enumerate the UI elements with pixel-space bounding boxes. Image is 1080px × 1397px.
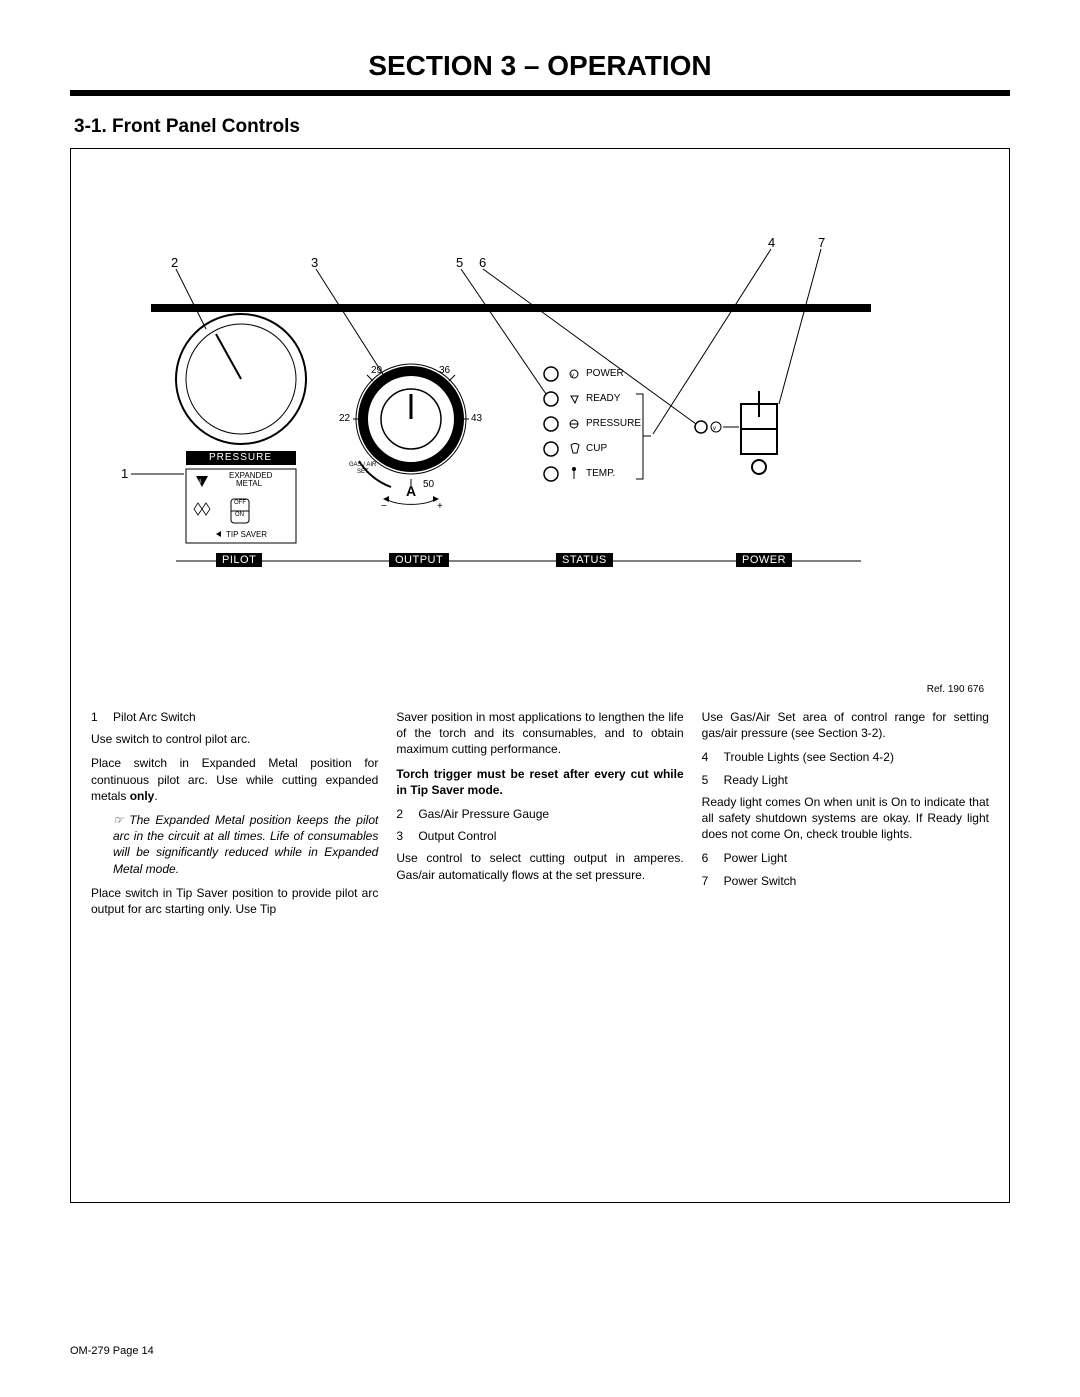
status-pressure-label: PRESSURE: [586, 418, 641, 429]
figure-box: !: [70, 148, 1010, 1203]
col1-note: The Expanded Metal position keeps the pi…: [91, 812, 378, 877]
pilot-section-label: PILOT: [216, 553, 262, 567]
status-power-label: POWER: [586, 368, 624, 379]
section-rule: [70, 90, 1010, 96]
status-lights: v: [544, 367, 579, 481]
col3-p2: Ready light comes On when unit is On to …: [702, 794, 989, 843]
col1-p2: Place switch in Expanded Metal position …: [91, 755, 378, 804]
set-label: SET: [357, 469, 369, 475]
item1-num: 1: [91, 709, 113, 725]
subsection-title: 3-1. Front Panel Controls: [70, 116, 1010, 138]
page-footer: OM-279 Page 14: [70, 1345, 154, 1357]
on-label: ON: [235, 512, 244, 518]
dial-43: 43: [471, 413, 482, 424]
item5-num: 5: [702, 772, 724, 788]
front-panel-diagram: !: [91, 169, 989, 669]
col3-p1: Use Gas/Air Set area of control range fo…: [702, 709, 989, 741]
description-columns: 1Pilot Arc Switch Use switch to control …: [91, 709, 989, 925]
power-section-label: POWER: [736, 553, 792, 567]
col2-bold: Torch trigger must be reset after every …: [396, 766, 683, 798]
column-1: 1Pilot Arc Switch Use switch to control …: [91, 709, 378, 925]
off-label: OFF: [234, 500, 246, 506]
col2-p1: Saver position in most applications to l…: [396, 709, 683, 758]
svg-text:−: −: [381, 501, 387, 512]
col1-p1: Use switch to control pilot arc.: [91, 731, 378, 747]
item1-label: Pilot Arc Switch: [113, 709, 196, 725]
metal-label: METAL: [236, 479, 262, 488]
status-cup-label: CUP: [586, 443, 607, 454]
dial-22: 22: [339, 413, 350, 424]
output-section-label: OUTPUT: [389, 553, 449, 567]
ref-number: Ref. 190 676: [927, 684, 984, 695]
status-section-label: STATUS: [556, 553, 613, 567]
callout-6: 6: [479, 255, 486, 270]
item3-num: 3: [396, 828, 418, 844]
item4-label: Trouble Lights (see Section 4-2): [724, 749, 894, 765]
item2-label: Gas/Air Pressure Gauge: [418, 806, 549, 822]
status-ready-label: READY: [586, 393, 620, 404]
column-2: Saver position in most applications to l…: [396, 709, 683, 925]
col1-p3: Place switch in Tip Saver position to pr…: [91, 885, 378, 917]
item7-label: Power Switch: [724, 873, 797, 889]
item5-label: Ready Light: [724, 772, 788, 788]
callout-2: 2: [171, 255, 178, 270]
section-title: SECTION 3 – OPERATION: [70, 50, 1010, 82]
dial-A: A: [406, 483, 416, 499]
callout-5: 5: [456, 255, 463, 270]
item6-num: 6: [702, 850, 724, 866]
svg-text:v: v: [713, 426, 716, 432]
item6-label: Power Light: [724, 850, 787, 866]
callout-3: 3: [311, 255, 318, 270]
item4-num: 4: [702, 749, 724, 765]
item7-num: 7: [702, 873, 724, 889]
tip-saver-label: TIP SAVER: [226, 530, 267, 539]
item3-label: Output Control: [418, 828, 496, 844]
callout-4: 4: [768, 235, 775, 250]
item2-num: 2: [396, 806, 418, 822]
dial-29: 29: [371, 365, 382, 376]
status-temp-label: TEMP.: [586, 468, 615, 479]
svg-text:!: !: [199, 478, 201, 487]
col2-p2: Use control to select cutting output in …: [396, 850, 683, 882]
dial-36: 36: [439, 365, 450, 376]
callout-1: 1: [121, 466, 128, 481]
dial-50: 50: [423, 479, 434, 490]
gas-air-label: GAS / AIR: [349, 462, 376, 468]
pressure-gauge-label: PRESSURE: [209, 452, 272, 463]
svg-text:+: +: [437, 501, 443, 512]
svg-text:v: v: [571, 373, 574, 379]
callout-7: 7: [818, 235, 825, 250]
column-3: Use Gas/Air Set area of control range fo…: [702, 709, 989, 925]
